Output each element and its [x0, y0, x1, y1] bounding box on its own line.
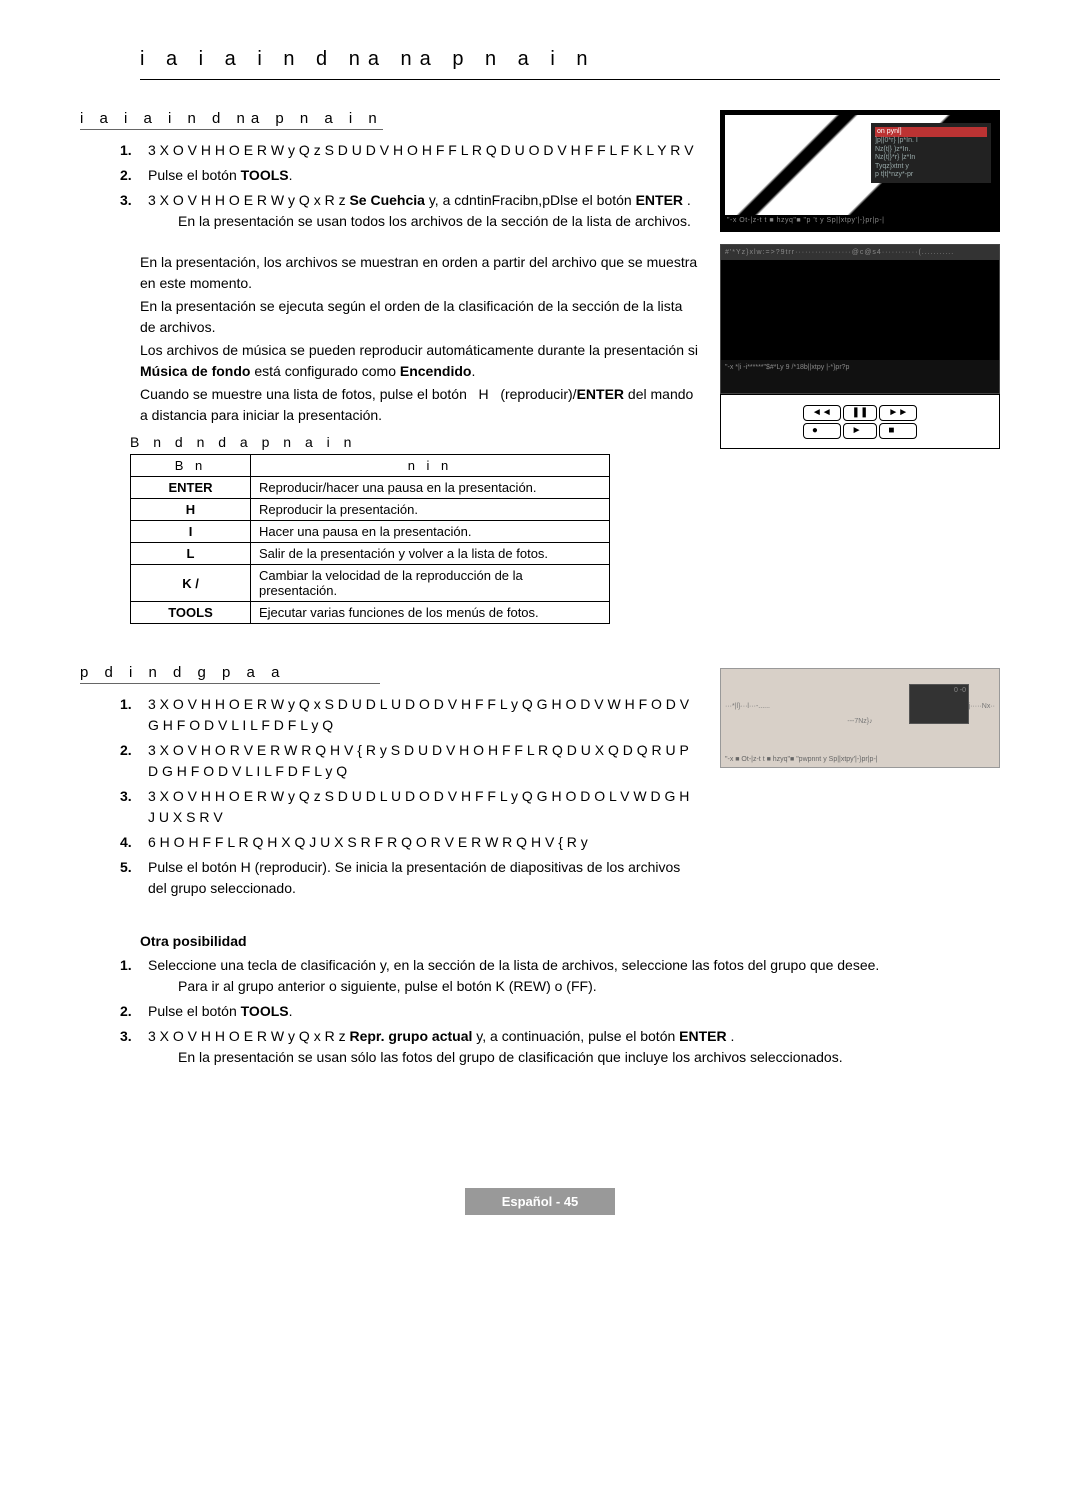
section2-title: p d i n d g p a a: [80, 664, 380, 684]
step: Pulse el botón TOOLS.: [120, 1001, 1000, 1022]
section2-steps: 3 X O V H H O E R W y Q x S D U D L U D …: [120, 694, 700, 899]
step: 3 X O V H H O E R W y Q x R z Repr. grup…: [120, 1026, 1000, 1068]
cell: Hacer una pausa en la presentación.: [251, 521, 610, 543]
sub-note: Para ir al grupo anterior o siguiente, p…: [178, 976, 1000, 997]
notes: En la presentación, los archivos se mues…: [140, 252, 700, 426]
step: 3 X O V H O R V E R W R Q H V { R y S D …: [120, 740, 700, 782]
step: 6 H O H F F L R Q H X Q J U X S R F R Q …: [120, 832, 700, 853]
remote-table: B n n i n ENTERReproducir/hacer una paus…: [130, 454, 610, 624]
note: Cuando se muestre una lista de fotos, pu…: [140, 384, 700, 426]
note: En la presentación se ejecuta según el o…: [140, 296, 700, 338]
cell: TOOLS: [131, 602, 251, 624]
cell: ENTER: [131, 477, 251, 499]
cell: I: [131, 521, 251, 543]
thumbnail: 0 -0: [909, 684, 969, 724]
scale-bar: #'*Yz}xlw:=>?9trr·················@c@s4·…: [721, 245, 999, 260]
cell: Ejecutar varias funciones de los menús d…: [251, 602, 610, 624]
step: 3 X O V H H O E R W y Q x R z Se Cuehcia…: [120, 190, 700, 232]
play-button: ►: [843, 423, 878, 439]
screenshot-1: on pynl] ]p||0*r} |p*In. I Nz{t|} )z*In.…: [720, 110, 1000, 232]
section1-steps: 3 X O V H H O E R W y Q z S D U D V H O …: [120, 140, 700, 232]
step: 3 X O V H H O E R W y Q z S D U D V H O …: [120, 140, 700, 161]
remote-control-illustration: ◄◄ ❚❚ ►► ● ► ■: [720, 394, 1000, 449]
col-header: n i n: [251, 455, 610, 477]
cell: Salir de la presentación y volver a la l…: [251, 543, 610, 565]
popup-selected: on pynl]: [875, 127, 987, 137]
step: Pulse el botón H (reproducir). Se inicia…: [120, 857, 700, 899]
step: 3 X O V H H O E R W y Q z S D U D L U D …: [120, 786, 700, 828]
screenshot-2: #'*Yz}xlw:=>?9trr·················@c@s4·…: [720, 244, 1000, 394]
step: 3 X O V H H O E R W y Q x S D U D L U D …: [120, 694, 700, 736]
sub-note: En la presentación se usan sólo las foto…: [178, 1047, 1000, 1068]
record-button: ●: [803, 423, 841, 439]
status-bar: "-x Ot-|z-t t ■ hzyq"■ "p 't y Sp||xtpy'…: [725, 215, 995, 227]
stop-button: ■: [879, 423, 917, 439]
page-footer: Español - 45: [465, 1188, 615, 1215]
forward-button: ►►: [879, 405, 917, 421]
status-bar: "-x *|i -i******"$#*Ly 9 /*18b||xtpy |-*…: [721, 360, 999, 375]
cell: L: [131, 543, 251, 565]
rewind-button: ◄◄: [803, 405, 841, 421]
main-title: i a i a i n d na na p n a i n: [140, 40, 1000, 80]
step: Pulse el botón TOOLS.: [120, 165, 700, 186]
table-title: B n d n d a p n a i n: [130, 434, 700, 450]
alternative-heading: Otra posibilidad: [140, 933, 1000, 949]
step: Seleccione una tecla de clasificación y,…: [120, 955, 1000, 997]
sub-note: En la presentación se usan todos los arc…: [178, 211, 700, 232]
alt-steps: Seleccione una tecla de clasificación y,…: [120, 955, 1000, 1068]
note: En la presentación, los archivos se mues…: [140, 252, 700, 294]
cell: Reproducir/hacer una pausa en la present…: [251, 477, 610, 499]
cell: Reproducir la presentación.: [251, 499, 610, 521]
cell: H: [131, 499, 251, 521]
cell: K /: [131, 565, 251, 602]
note: Los archivos de música se pueden reprodu…: [140, 340, 700, 382]
pause-button: ❚❚: [843, 405, 878, 421]
section1-title: i a i a i n d na p n a i n: [80, 110, 383, 130]
col-header: B n: [131, 455, 251, 477]
cell: Cambiar la velocidad de la reproducción …: [251, 565, 610, 602]
status-bar: "-x ■ Ot-|z-t t ■ hzyq"■ "pwpnnt y Sp||x…: [725, 756, 995, 763]
screenshot-3: ···*|l}···l···-...... ---→t·r'···4b··j··…: [720, 668, 1000, 768]
popup-menu: on pynl] ]p||0*r} |p*In. I Nz{t|} )z*In.…: [871, 123, 991, 183]
